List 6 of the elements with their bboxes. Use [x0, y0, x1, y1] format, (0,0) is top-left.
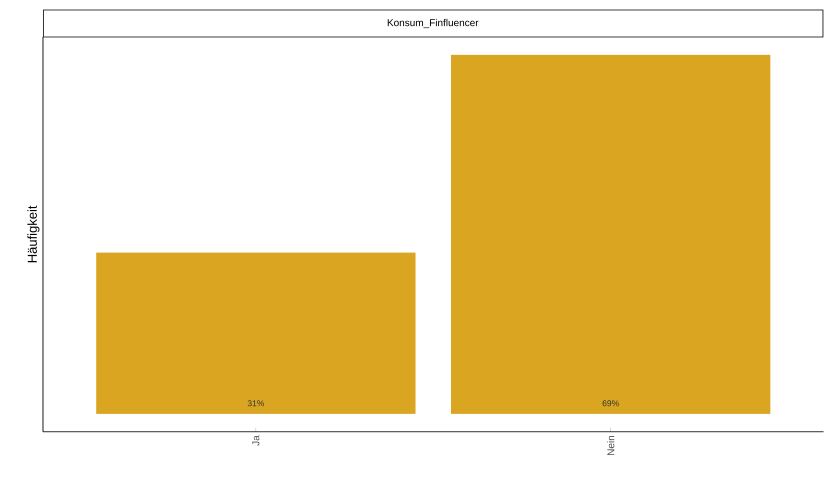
- chart-title: Konsum_Finfluencer: [388, 18, 478, 28]
- x-tick-label: Ja: [252, 435, 260, 446]
- data-label: 31%: [248, 400, 264, 406]
- data-label: 69%: [602, 400, 619, 406]
- x-tick-label: Nein: [607, 436, 614, 456]
- y-axis-title: Häufigkeit: [27, 206, 40, 262]
